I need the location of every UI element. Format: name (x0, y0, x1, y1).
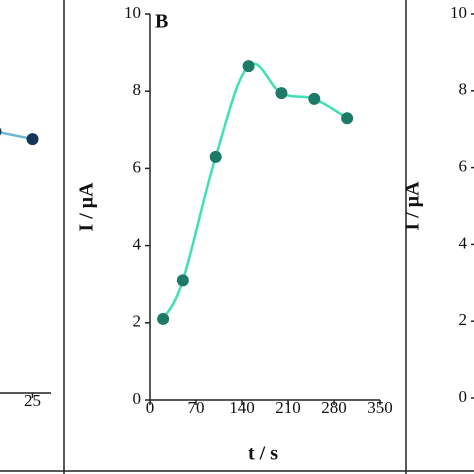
marker (308, 92, 321, 105)
marker (341, 112, 354, 125)
marker (26, 133, 39, 146)
x-tick-label: 280 (321, 398, 347, 417)
panel-label: B (155, 11, 168, 33)
y-tick-label: 8 (459, 80, 468, 99)
y-tick-label: 6 (133, 157, 142, 176)
y-tick-label: 2 (459, 310, 468, 329)
marker (242, 60, 255, 73)
x-tick-label: 25 (24, 391, 41, 410)
y-axis-label: I / μA (76, 182, 98, 232)
y-tick-label: 0 (133, 389, 142, 408)
y-tick-label: 10 (124, 3, 141, 22)
marker (157, 312, 170, 325)
x-tick-label: 140 (229, 398, 255, 417)
y-tick-label: 4 (459, 233, 468, 252)
x-tick-label: 350 (367, 398, 393, 417)
x-tick-label: 0 (146, 398, 155, 417)
y-tick-label: 8 (133, 80, 142, 99)
marker (209, 150, 222, 163)
marker (176, 274, 189, 287)
y-tick-label: 4 (133, 235, 142, 254)
y-axis-label: I / μA (402, 181, 424, 231)
y-tick-label: 10 (450, 3, 467, 22)
marker (275, 87, 288, 100)
y-tick-label: 6 (459, 157, 468, 176)
y-tick-label: 0 (459, 387, 468, 406)
y-tick-label: 2 (133, 312, 142, 331)
x-axis-label: t / s (248, 443, 278, 465)
x-tick-label: 210 (275, 398, 301, 417)
marker (0, 127, 2, 136)
x-tick-label: 70 (188, 398, 205, 417)
